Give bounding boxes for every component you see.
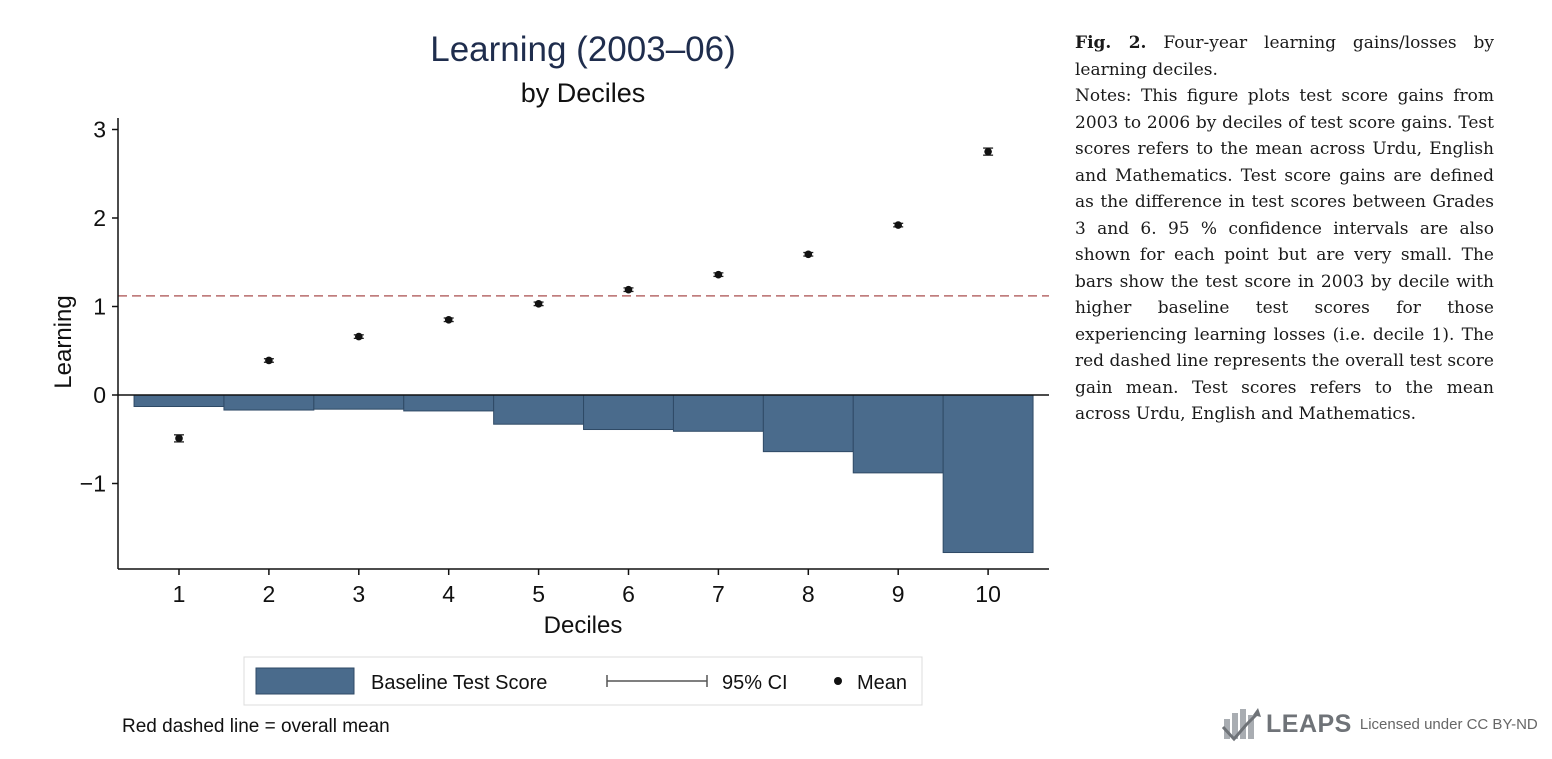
leaps-chart-icon — [1222, 708, 1261, 742]
y-tick-label: 1 — [93, 294, 106, 320]
caption-notes: Notes: This figure plots test score gain… — [1075, 86, 1494, 424]
legend-label-ci: 95% CI — [722, 672, 788, 694]
y-tick-label: 3 — [93, 117, 106, 143]
bar-decile-1 — [133, 394, 225, 408]
legend-label-baseline: Baseline Test Score — [371, 672, 547, 694]
bar-decile-5 — [493, 394, 585, 425]
chart: Learning (2003–06) by Deciles −1 0 1 2 3 1 2 3 4… — [50, 30, 1049, 706]
y-axis-label: Learning — [50, 295, 77, 388]
y-tick-label: 0 — [93, 382, 106, 408]
y-tick-label: 2 — [93, 205, 106, 231]
bar-decile-10 — [942, 394, 1034, 554]
bars-layer — [133, 394, 1034, 554]
bar-decile-8 — [762, 394, 854, 453]
mean-point-decile-7 — [714, 270, 723, 279]
x-tick-label: 4 — [442, 581, 455, 607]
mean-point-decile-4 — [444, 315, 453, 324]
x-tick-label: 5 — [532, 581, 545, 607]
chart-title: Learning (2003–06) — [430, 30, 736, 69]
leaps-logo-text: LEAPS — [1266, 709, 1352, 738]
leaps-logo: LEAPS Licensed under CC BY-ND — [1222, 704, 1538, 744]
caption-label: Fig. 2. — [1075, 33, 1147, 53]
x-tick-label: 6 — [622, 581, 635, 607]
x-tick-label: 9 — [892, 581, 905, 607]
mean-point-decile-1 — [175, 434, 183, 443]
caption-title: Four-year learning gains/losses by learn… — [1075, 33, 1495, 80]
mean-point-decile-5 — [534, 300, 543, 308]
chart-footnote: Red dashed line = overall mean — [122, 716, 390, 737]
x-tick-label: 2 — [263, 581, 276, 607]
legend-label-mean: Mean — [857, 672, 907, 694]
y-tick-label: −1 — [80, 471, 106, 497]
x-axis-label: Deciles — [544, 612, 623, 639]
points-layer — [174, 147, 994, 443]
mean-point-decile-9 — [894, 221, 902, 229]
mean-point-decile-8 — [804, 250, 813, 259]
legend-bar-swatch — [255, 667, 355, 695]
axes-layer: −1 0 1 2 3 1 2 3 4 5 6 7 8 9 10 — [80, 117, 1049, 607]
x-tick-label: 8 — [802, 581, 815, 607]
x-tick-label: 1 — [173, 581, 186, 607]
bar-decile-4 — [403, 394, 495, 412]
legend-ci-symbol — [606, 675, 708, 687]
chart-subtitle: by Deciles — [521, 78, 646, 108]
bar-decile-9 — [852, 394, 944, 474]
x-tick-label: 7 — [712, 581, 725, 607]
license-text: Licensed under CC BY-ND — [1359, 715, 1538, 733]
mean-point-decile-6 — [624, 285, 633, 294]
mean-point-decile-10 — [984, 147, 992, 156]
mean-point-decile-2 — [265, 356, 273, 365]
legend: Baseline Test Score 95% CI Mean — [243, 656, 923, 706]
x-tick-label: 10 — [975, 581, 1001, 607]
bar-decile-2 — [223, 394, 315, 411]
legend-marker-symbol — [834, 677, 842, 685]
bar-decile-3 — [313, 394, 405, 410]
bar-decile-6 — [583, 394, 674, 431]
figure-caption: Fig. 2. Four-year learning gains/losses … — [1075, 30, 1494, 428]
bar-decile-7 — [672, 394, 764, 432]
legend-box — [243, 656, 923, 706]
mean-point-decile-3 — [355, 332, 363, 341]
x-tick-label: 3 — [352, 581, 365, 607]
